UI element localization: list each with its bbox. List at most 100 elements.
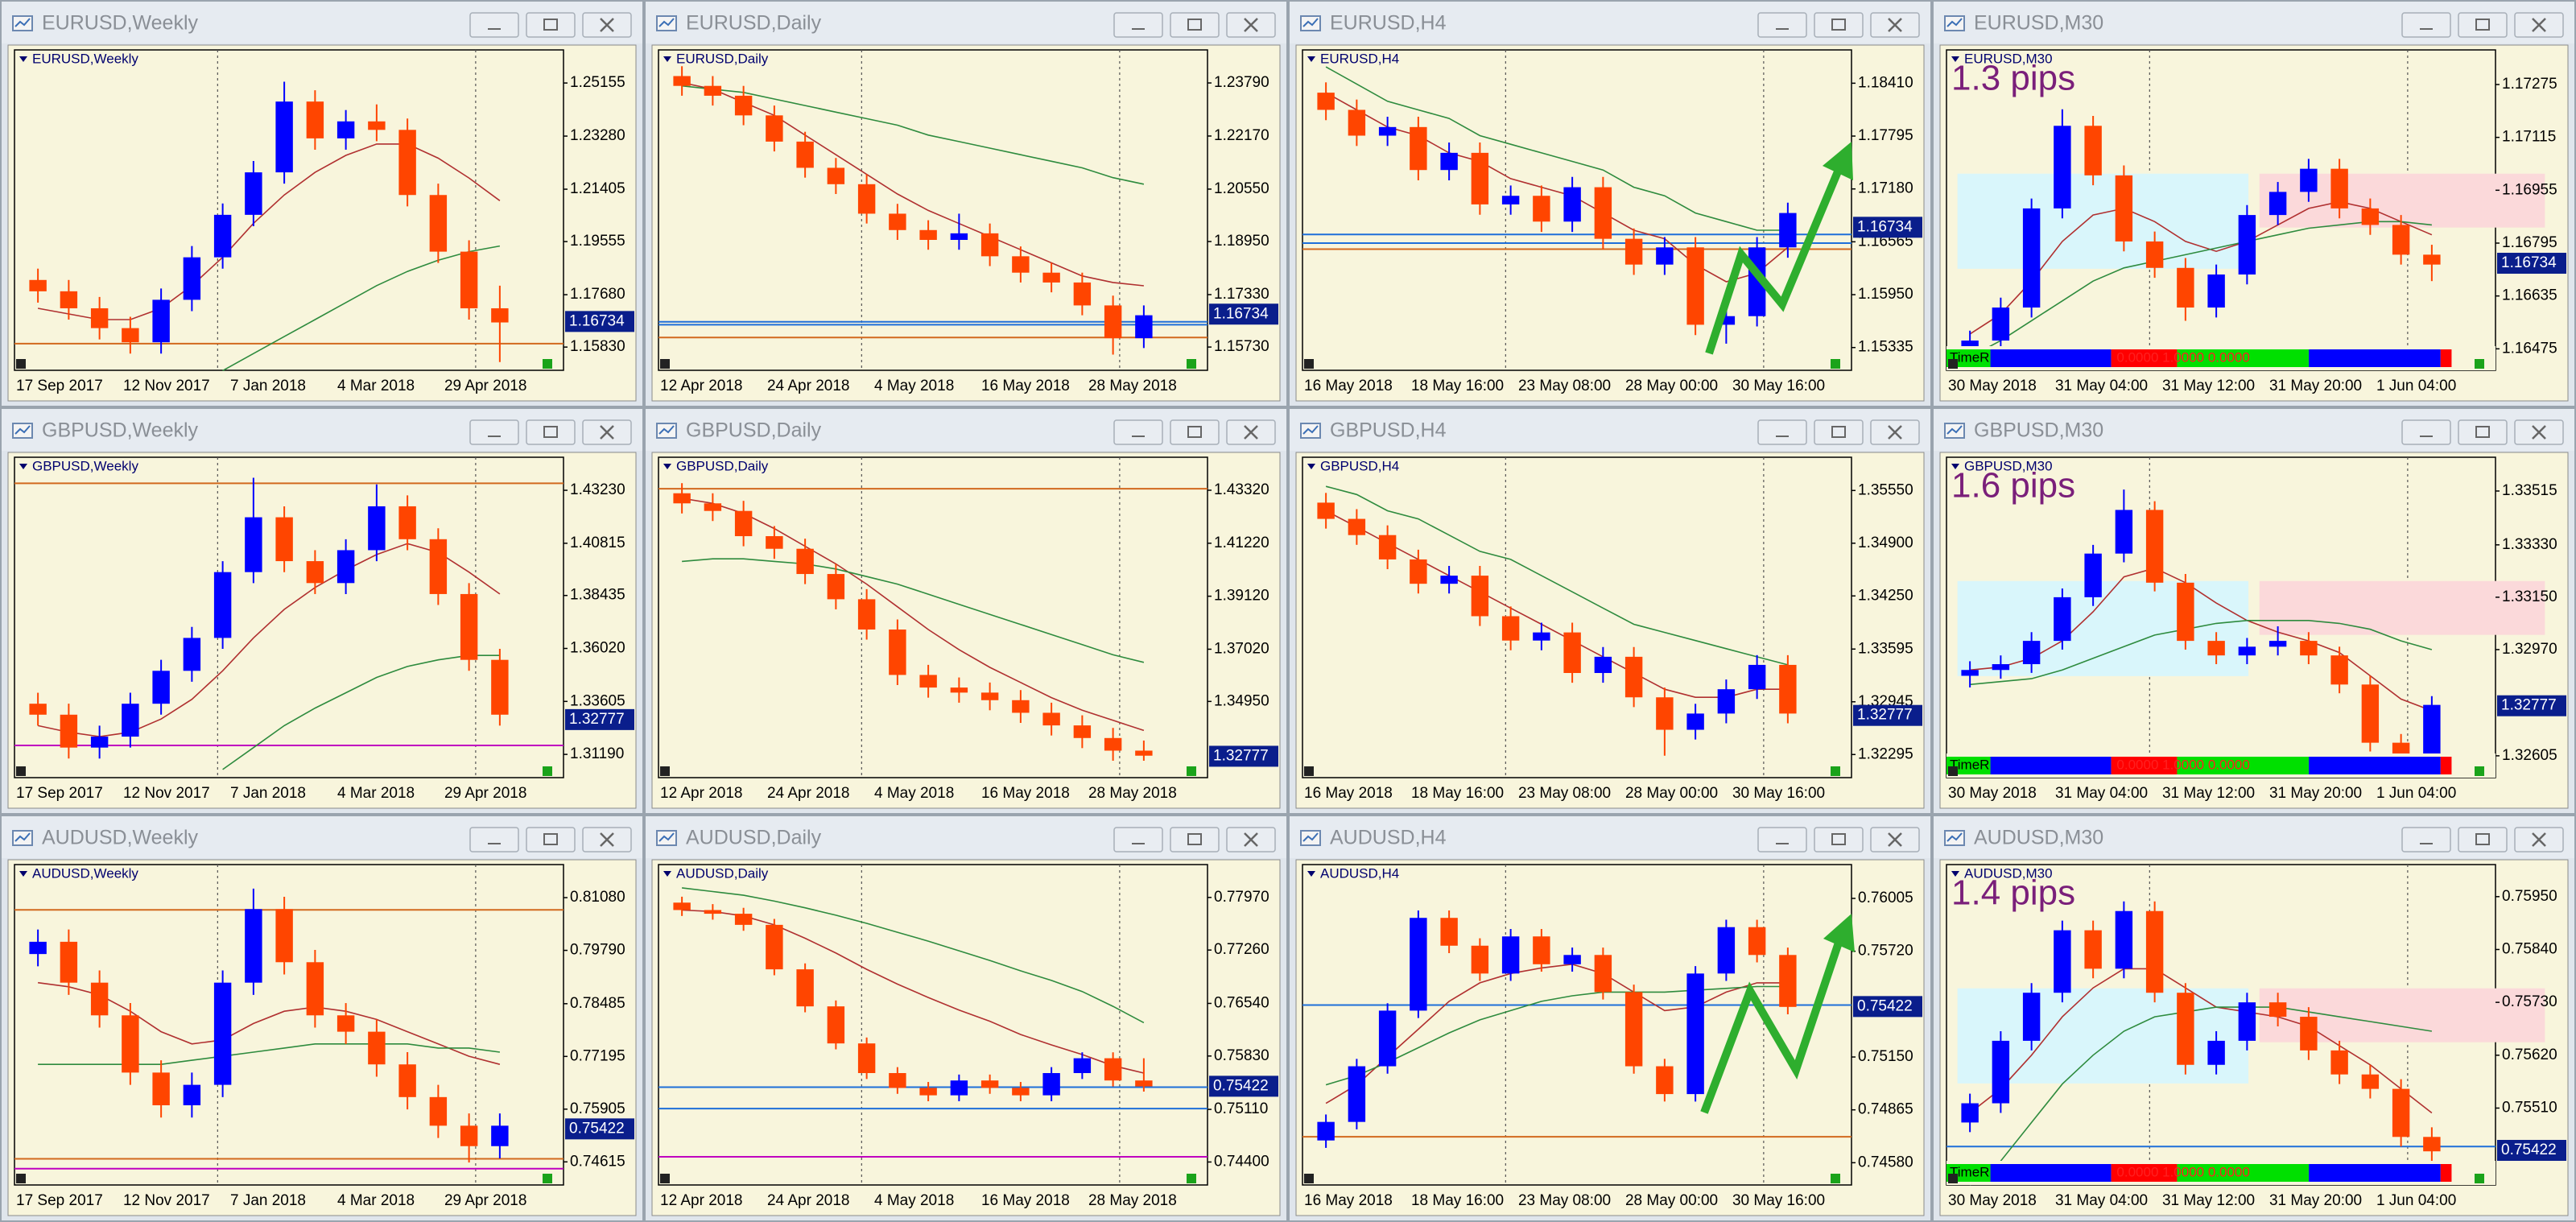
minimize-button[interactable] (2401, 827, 2451, 853)
minimize-button[interactable] (469, 12, 519, 38)
bid-price-box (1209, 303, 1278, 325)
moving-average (682, 558, 1145, 663)
maximize-button[interactable] (526, 419, 576, 445)
corner-mark (1187, 766, 1196, 776)
candle-body (1471, 576, 1489, 617)
candle-body (1594, 656, 1612, 674)
maximize-button[interactable] (526, 12, 576, 38)
chart-window: AUDUSD,Weekly 0.81080 0.79790 0.78485 0.7719… (0, 815, 644, 1222)
moving-average (222, 654, 500, 770)
candle-body (275, 909, 293, 963)
corner-mark (1948, 359, 1958, 369)
maximize-button[interactable] (1170, 12, 1220, 38)
candle-body (2022, 208, 2041, 308)
close-glyph (1244, 832, 1258, 847)
minimize-button[interactable] (2401, 12, 2451, 38)
candle-body (1656, 247, 1674, 265)
maximize-button[interactable] (2458, 827, 2508, 853)
collapse-arrow (1951, 871, 1959, 877)
indicator-segment (2309, 1164, 2441, 1182)
chart-window: EURUSD,Weekly 1.25155 1.23280 1.21405 1.1955… (0, 0, 644, 407)
candle-body (60, 291, 78, 308)
corner-mark (2475, 1174, 2484, 1183)
candle-body (1378, 126, 1397, 136)
minimize-button[interactable] (1757, 419, 1807, 445)
close-glyph (2532, 425, 2546, 440)
x-tick-label: 24 Apr 2018 (767, 1192, 849, 1209)
candle-body (2177, 582, 2194, 642)
minimize-button[interactable] (1757, 12, 1807, 38)
candle-body (766, 924, 783, 970)
close-glyph (1888, 18, 1902, 32)
candle-body (2054, 597, 2071, 642)
maximize-button[interactable] (1814, 827, 1864, 853)
candle-body (2145, 910, 2164, 993)
y-tick-label: 1.17330 (1214, 286, 1269, 303)
x-tick-label: 29 Apr 2018 (444, 1192, 526, 1209)
maximize-button[interactable] (1170, 419, 1220, 445)
maximize-button[interactable] (1170, 827, 1220, 853)
bid-price-label: 1.32777 (569, 711, 625, 728)
x-tick-label: 17 Sep 2017 (16, 1192, 103, 1209)
candle-body (950, 233, 968, 241)
chart-window: AUDUSD,M30 TimeR 0.0000 1.0000 0.0000 0.759… (1932, 815, 2576, 1222)
candle-body (1779, 213, 1797, 248)
minimize-button[interactable] (1113, 12, 1163, 38)
indicator-segment (2177, 757, 2310, 774)
y-tick-label: 1.19555 (570, 233, 625, 250)
maximize-button[interactable] (526, 827, 576, 853)
window-title: AUDUSD,Daily (686, 827, 822, 849)
maximize-button[interactable] (1814, 12, 1864, 38)
chart-window: EURUSD,Daily 1.23790 1.22170 1.20550 1.18950… (644, 0, 1288, 407)
bid-price-box (1853, 704, 1922, 726)
plot-frame (658, 49, 1208, 371)
maximize-glyph (543, 19, 558, 31)
candle-body (122, 328, 139, 343)
candle-body (1042, 712, 1060, 726)
candle-body (1686, 973, 1704, 1095)
maximize-button[interactable] (2458, 419, 2508, 445)
chart-window: GBPUSD,Daily 1.43320 1.41220 1.39120 1.37020… (644, 407, 1288, 815)
candle-body (2423, 704, 2441, 758)
y-tick-label: 0.74400 (1214, 1153, 1269, 1170)
candle-body (491, 1125, 509, 1146)
maximize-button[interactable] (1814, 419, 1864, 445)
plot-frame (658, 456, 1208, 778)
maximize-button[interactable] (2458, 12, 2508, 38)
candle-body (336, 121, 355, 138)
minimize-button[interactable] (1757, 827, 1807, 853)
moving-average (37, 543, 501, 737)
window-title: GBPUSD,Daily (686, 419, 822, 442)
minimize-button[interactable] (2401, 419, 2451, 445)
candle-body (1410, 918, 1427, 1011)
window-title: GBPUSD,M30 (1974, 419, 2103, 442)
close-glyph (1888, 832, 1902, 847)
bid-price-label: 1.32777 (1857, 707, 1913, 724)
candle-body (368, 506, 386, 551)
candle-body (919, 675, 937, 688)
candle-body (2423, 1137, 2441, 1152)
minimize-button[interactable] (469, 827, 519, 853)
x-tick-label: 16 May 2018 (1304, 1192, 1393, 1209)
close-glyph (600, 425, 614, 440)
candle-body (1992, 1040, 2010, 1104)
y-tick-label: 1.32970 (2502, 641, 2557, 658)
y-tick-label: 0.77970 (1214, 889, 1269, 906)
close-glyph (600, 18, 614, 32)
candle-body (2238, 1002, 2256, 1041)
x-tick-label: 17 Sep 2017 (16, 378, 103, 394)
corner-mark (1304, 359, 1314, 369)
y-tick-label: 1.17680 (570, 286, 625, 303)
maximize-glyph (543, 426, 558, 438)
minimize-button[interactable] (469, 419, 519, 445)
chart-window: EURUSD,M30 TimeR 0.0000 1.0000 0.0000 1.172… (1932, 0, 2576, 407)
candle-body (1012, 256, 1030, 273)
minimize-button[interactable] (1113, 419, 1163, 445)
maximize-glyph (1187, 426, 1202, 438)
minimize-button[interactable] (1113, 827, 1163, 853)
candle-body (889, 213, 906, 230)
candle-body (1348, 1066, 1366, 1122)
candle-body (1961, 341, 1979, 348)
